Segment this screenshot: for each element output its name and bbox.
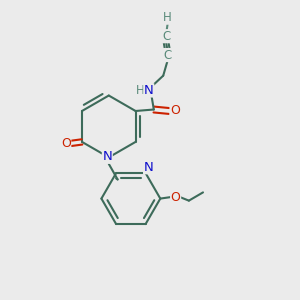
Text: O: O bbox=[171, 190, 181, 204]
Text: H: H bbox=[136, 84, 145, 97]
Text: N: N bbox=[102, 150, 112, 163]
Text: O: O bbox=[61, 137, 71, 150]
Text: N: N bbox=[144, 84, 154, 97]
Text: H: H bbox=[163, 11, 172, 24]
Text: O: O bbox=[170, 104, 180, 118]
Text: C: C bbox=[162, 30, 170, 43]
Text: C: C bbox=[164, 49, 172, 62]
Text: N: N bbox=[144, 161, 153, 174]
